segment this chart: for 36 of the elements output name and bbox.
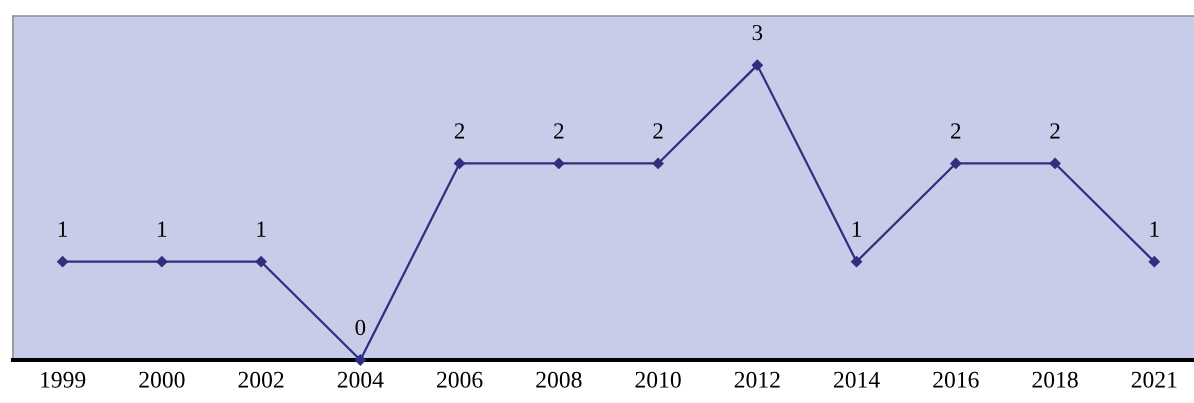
point (354, 354, 367, 366)
point (155, 255, 168, 268)
x-tick-label: 2010 (635, 371, 681, 388)
point (453, 157, 466, 170)
data-label: 2 (554, 123, 564, 139)
data-label: 1 (158, 221, 167, 237)
x-tick-label: 2006 (437, 371, 483, 388)
data-label: 1 (1150, 221, 1159, 237)
x-tick-label: 2008 (536, 371, 582, 388)
data-label: 2 (1050, 123, 1060, 139)
data-label: 0 (355, 319, 366, 336)
point (850, 255, 863, 268)
x-tick-label: 2012 (734, 371, 780, 388)
data-label: 1 (257, 221, 266, 237)
x-tick-label: 2004 (337, 371, 384, 388)
point (552, 157, 565, 170)
data-label: 3 (752, 24, 763, 41)
x-tick-label: 2014 (834, 371, 880, 388)
data-label: 2 (454, 123, 465, 139)
point (56, 255, 69, 268)
data-label: 1 (58, 221, 67, 237)
x-tick-label: 2016 (933, 371, 979, 388)
point (1148, 255, 1161, 268)
x-tick-label: 2021 (1131, 371, 1177, 388)
x-tick-label: 2000 (139, 371, 185, 388)
data-label: 2 (653, 123, 663, 139)
point (949, 157, 962, 170)
x-tick-label: 1999 (41, 371, 86, 388)
data-label: 2 (951, 123, 961, 139)
point (652, 157, 664, 170)
point (751, 59, 764, 72)
point (1049, 157, 1061, 170)
data-label: 1 (852, 221, 861, 237)
x-tick-label: 2002 (238, 371, 284, 388)
point (255, 255, 267, 268)
x-tick-label: 2018 (1032, 371, 1078, 388)
